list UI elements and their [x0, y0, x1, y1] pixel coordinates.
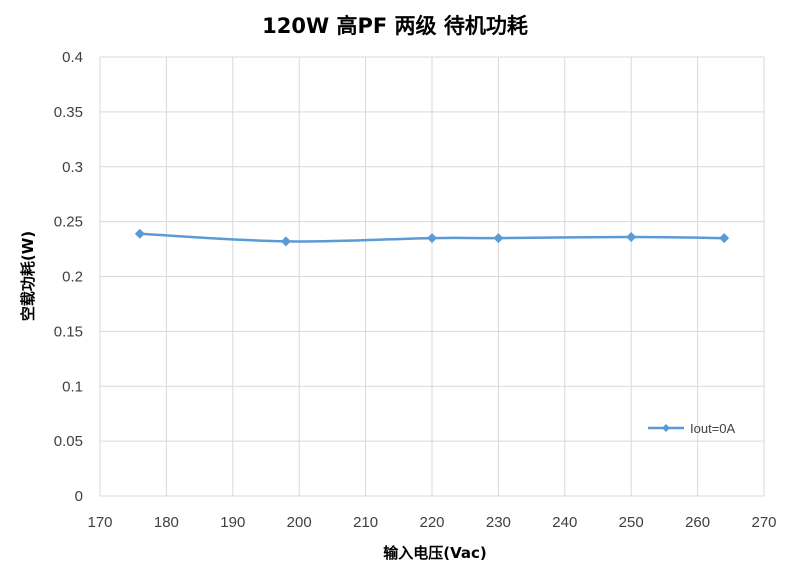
- plot-area: [99, 56, 765, 497]
- x-tick-label: 250: [619, 514, 644, 531]
- x-tick-label: 270: [751, 514, 776, 531]
- x-axis-ticks: 170 180 190 200 210 220 230 240 250 260 270: [87, 514, 776, 531]
- y-tick-label: 0.3: [62, 159, 83, 176]
- y-tick-label: 0: [75, 488, 83, 505]
- y-tick-label: 0.4: [62, 49, 83, 66]
- y-tick-label: 0.2: [62, 269, 83, 286]
- y-tick-label: 0.35: [54, 104, 83, 121]
- data-point: [427, 233, 437, 244]
- data-point: [493, 233, 504, 244]
- x-tick-label: 260: [685, 514, 710, 531]
- x-tick-label: 200: [287, 514, 312, 531]
- x-tick-label: 190: [220, 514, 245, 531]
- y-axis-ticks: 0 0.05 0.1 0.15 0.2 0.25 0.3 0.35 0.4: [54, 49, 83, 505]
- y-tick-label: 0.15: [54, 323, 83, 340]
- x-tick-label: 220: [419, 514, 444, 531]
- data-point: [719, 233, 730, 244]
- y-axis-title: 空载功耗(W): [19, 231, 37, 321]
- data-point: [626, 231, 637, 242]
- data-point: [134, 228, 145, 239]
- y-tick-label: 0.25: [54, 214, 83, 231]
- x-tick-label: 230: [486, 514, 511, 531]
- series-layer: [134, 228, 730, 247]
- data-point: [280, 236, 291, 247]
- chart-title: 120W 高PF 两级 待机功耗: [262, 14, 528, 38]
- x-tick-label: 240: [552, 514, 577, 531]
- x-tick-label: 180: [154, 514, 179, 531]
- legend-label: Iout=0A: [690, 421, 736, 436]
- y-tick-label: 0.1: [62, 378, 83, 395]
- y-tick-label: 0.05: [54, 433, 83, 450]
- legend-marker: [662, 424, 670, 432]
- x-tick-label: 210: [353, 514, 378, 531]
- x-tick-label: 170: [87, 514, 112, 531]
- legend: Iout=0A: [648, 421, 736, 436]
- x-axis-title: 输入电压(Vac): [383, 544, 487, 562]
